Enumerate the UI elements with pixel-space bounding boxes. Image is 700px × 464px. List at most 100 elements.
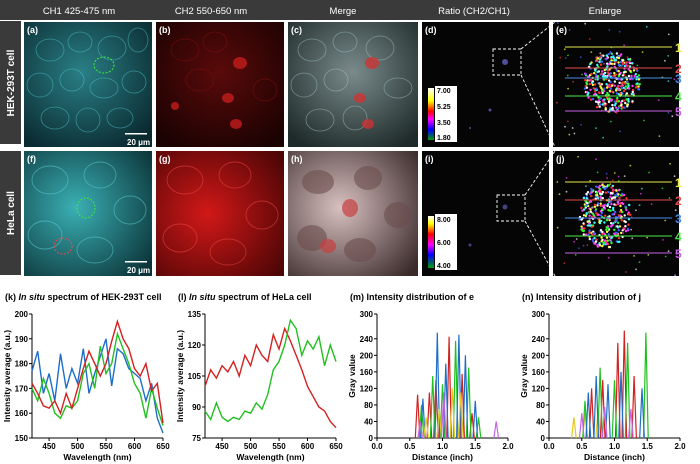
y-tick-label: 80 [536,401,545,410]
x-tick-label: 1.0 [437,442,449,451]
speckle-dot [599,56,602,59]
speckle-dot [564,57,567,59]
colorbar-tick: 7.00 [437,88,451,95]
speckle-dot [606,97,609,101]
colorbar [428,88,434,140]
speckle-dot [607,74,611,77]
speckle-dot [582,214,586,217]
speckle-dot [609,195,612,198]
peak [462,355,469,439]
speckle-dot [585,197,588,200]
speckle-dot [673,175,676,178]
speckle-dot [600,204,603,207]
x-tick-label: 600 [301,442,315,451]
chart-m: 0.0 0.5 1.0 1.5 2.0 0 40 80 120 160 200 240 300 Dista… [347,310,514,462]
chart-title-l: (l) In situ spectrum of HeLa cell [178,292,312,302]
speckle-dot [580,206,583,210]
speckle-dot [605,236,609,239]
speckle-dot [645,25,648,28]
speckle-dot [614,231,618,234]
speckle-dot [585,213,588,216]
speckle-dot [633,75,636,78]
speckle-dot [603,221,606,224]
speckle-dot [599,85,602,88]
speckle-dot [619,204,622,208]
speckle-dot [617,63,621,67]
speckle-dot [588,79,591,82]
y-tick-label: 105 [188,372,202,381]
chart-title-prefix: (k) [5,292,19,302]
speckle-dot [591,233,594,236]
speckle-dot [664,255,667,258]
speckle-dot [584,84,587,88]
speckle-dot [612,189,615,192]
speckle-dot [602,136,604,139]
speckle-dot [596,204,599,207]
speckle-dot [606,91,609,95]
speckle-dot [584,233,588,236]
speckle-dot [598,195,600,198]
peak [423,417,429,439]
speckle-dot [616,225,619,228]
speckle-dot [595,191,599,194]
speckle-dot [626,228,630,231]
speckle-dot [607,53,610,56]
speckle-dot [627,58,630,61]
speckle-dot [600,89,604,93]
peak [611,380,618,439]
speckle-dot [600,83,604,86]
speckle-dot [604,107,607,110]
speckle-dot [626,56,629,58]
speckle-dot [584,73,587,76]
speckle-dot [622,71,626,74]
speckle-dot [581,73,583,76]
speckle-dot [586,244,589,247]
speckle-dot [615,219,618,222]
speckle-dot [613,228,616,231]
speckle-dot [574,254,577,256]
speckle-dot [595,212,598,215]
peak [628,409,634,439]
peak-series-4 [578,406,634,439]
speckle-dot [671,115,674,118]
speckle-dot [609,99,612,102]
speckle-dot [609,200,613,203]
x-tick-label: 450 [215,442,229,451]
speckle-dot [588,231,591,234]
speckle-dot [634,86,638,89]
y-tick-label: 0 [541,434,546,443]
speckle-dot [618,81,621,85]
speckle-dot [579,56,582,59]
speckle-dot [668,197,671,199]
speckle-dot [594,209,597,213]
speckle-dot [621,106,624,109]
speckle-dot [573,240,576,243]
colorbar [428,216,434,268]
header-merge: Merge [330,6,357,17]
speckle-dot [592,240,595,243]
speckle-dot [625,61,629,64]
speckle-dot [620,219,623,222]
x-tick-label: 2.0 [674,442,686,451]
y-tick-label: 180 [15,360,29,369]
speckle-dot [592,189,595,192]
x-tick-label: 0.0 [543,442,555,451]
speckle-dot [598,60,601,64]
speckle-dot [631,100,634,103]
speckle-dot [593,237,596,240]
speckle-dot [662,239,664,241]
speckle-dot [600,72,603,76]
speckle-dot [583,203,586,206]
y-tick-label: 200 [15,310,29,319]
speckle-dot [563,262,566,265]
speckle-dot [611,179,614,182]
speckle-dot [623,175,626,178]
speckle-dot [599,214,603,217]
speckle-dot [627,213,631,216]
speckle-dot [629,164,632,167]
speckle-dot [601,230,604,234]
peak-series-3 [585,371,645,439]
speckle-dot [604,191,608,194]
peak-series-3 [423,388,464,439]
speckle-dot [619,101,623,104]
